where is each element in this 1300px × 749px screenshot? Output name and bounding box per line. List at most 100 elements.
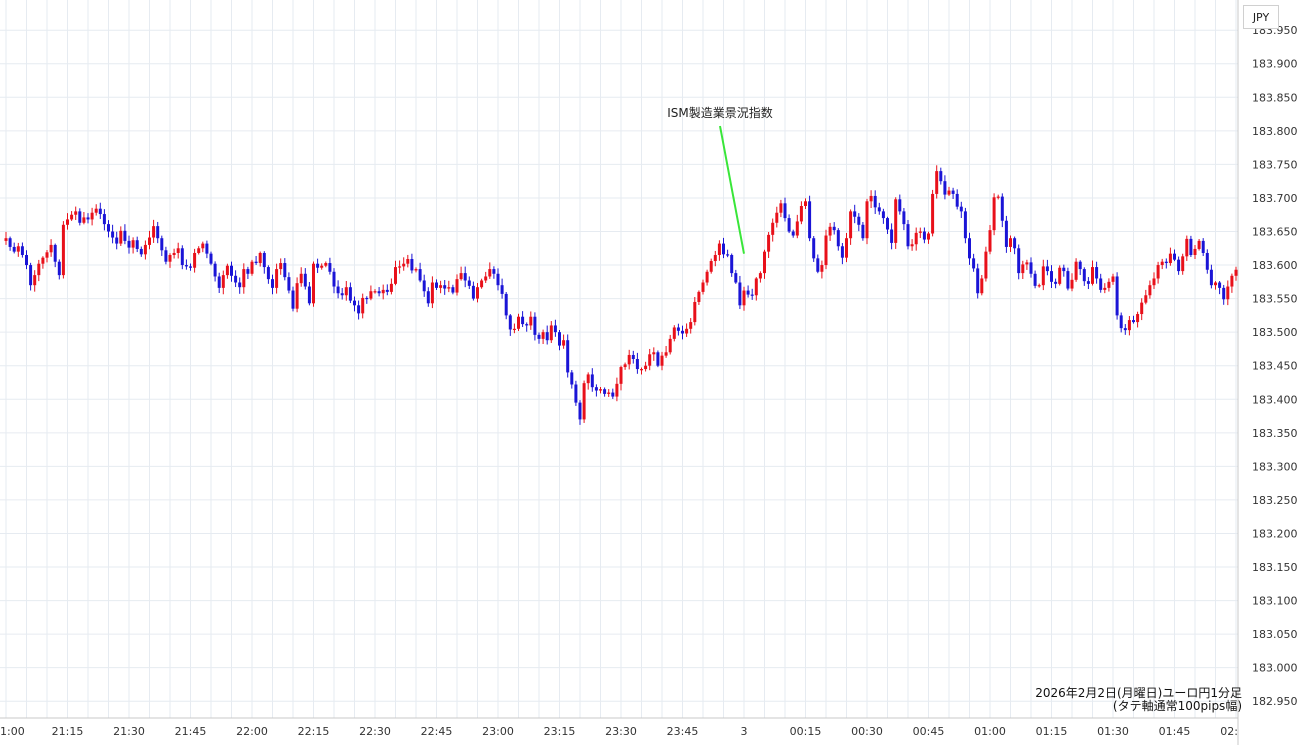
candle-body [127,240,131,248]
candle-body [1218,282,1222,288]
candle-body [230,265,233,276]
candle-body [886,218,889,230]
candle-body [287,277,291,291]
candle-body [615,383,619,397]
candle-body [697,291,701,302]
candle-body [1111,276,1115,282]
candle-body [361,297,365,314]
candle-body [820,265,824,272]
caption-title: 2026年2月2日(月曜日)ユーロ円1分足 [1035,686,1242,700]
candle-body [49,244,53,253]
candle-body [1185,238,1189,257]
candle-body [25,254,28,266]
candle-body [217,276,221,288]
candle-body [767,234,771,252]
candle-body [1222,287,1226,300]
candle-body [20,246,24,255]
candle-body [357,305,361,314]
candle-body [471,285,475,299]
y-tick-label: 183.650 [1252,226,1298,239]
candle-body [1091,267,1094,284]
candle-body [463,273,467,281]
candle-body [783,203,787,219]
candle-body [131,240,135,248]
candle-body [414,269,418,271]
candle-body [1152,278,1156,286]
candle-body [303,273,307,287]
candle-body [447,287,451,289]
candle-body [676,327,680,331]
candle-body [160,238,164,251]
candle-body [193,252,197,268]
candle-body [16,246,20,252]
grid [0,0,1238,718]
x-tick-label: 1:00 [0,725,25,738]
candle-body [750,294,754,296]
candle-body [213,263,217,277]
annotation: ISM製造業景況指数 [667,105,773,254]
candle-body [148,237,151,245]
candle-body [78,211,82,223]
y-tick-label: 183.350 [1252,427,1298,440]
candle-body [894,199,898,243]
x-tick-label: 23:00 [482,725,514,738]
candle-body [242,269,246,288]
candle-body [853,211,857,217]
candle-body [931,193,935,234]
candle-body [156,226,160,239]
candle-body [652,352,656,355]
candle-body [443,285,447,289]
candle-body [1115,276,1119,316]
candle-body [176,248,180,253]
candle-body [119,230,123,244]
candle-body [291,290,295,309]
candle-body [603,389,607,394]
candle-body [205,243,209,254]
candle-body [525,324,529,326]
candle-body [1144,295,1148,303]
candle-body [8,238,12,247]
candle-body [635,359,639,370]
candle-body [857,216,861,225]
x-tick-label: 22:15 [298,725,330,738]
candle-body [951,190,955,194]
candle-body [394,267,397,284]
candle-body [135,240,139,249]
candle-body [476,287,479,299]
candle-body [824,235,828,266]
y-tick-label: 183.500 [1252,326,1298,339]
candle-body [430,282,434,304]
candle-body [1193,248,1197,255]
candle-body [685,328,689,334]
candle-body [1004,220,1008,247]
candle-body [812,238,816,259]
candle-body [758,273,762,279]
candle-body [980,278,984,294]
candle-body [648,354,652,366]
candle-body [197,248,201,253]
candle-body [492,269,496,274]
x-tick-label: 22:30 [359,725,391,738]
candle-body [578,402,582,420]
x-tick-label: 3 [741,725,748,738]
candle-body [426,291,430,304]
candle-body [1058,267,1062,284]
candle-body [86,217,90,220]
candle-body [467,280,471,286]
candle-body [968,238,971,259]
candle-body [869,195,873,202]
candle-body [1209,269,1213,286]
candle-body [90,212,94,220]
candle-body [619,367,623,384]
candle-body [947,190,951,195]
y-tick-label: 183.750 [1252,158,1298,171]
candle-body [1148,285,1152,296]
y-tick-label: 183.550 [1252,293,1298,306]
candle-body [373,291,377,293]
candle-body [1103,287,1107,290]
y-tick-label: 183.450 [1252,360,1298,373]
candle-body [1140,302,1144,315]
caption-note: (タテ軸通常100pips幅) [1112,699,1242,713]
candle-body [312,263,315,304]
candle-body [389,283,393,292]
